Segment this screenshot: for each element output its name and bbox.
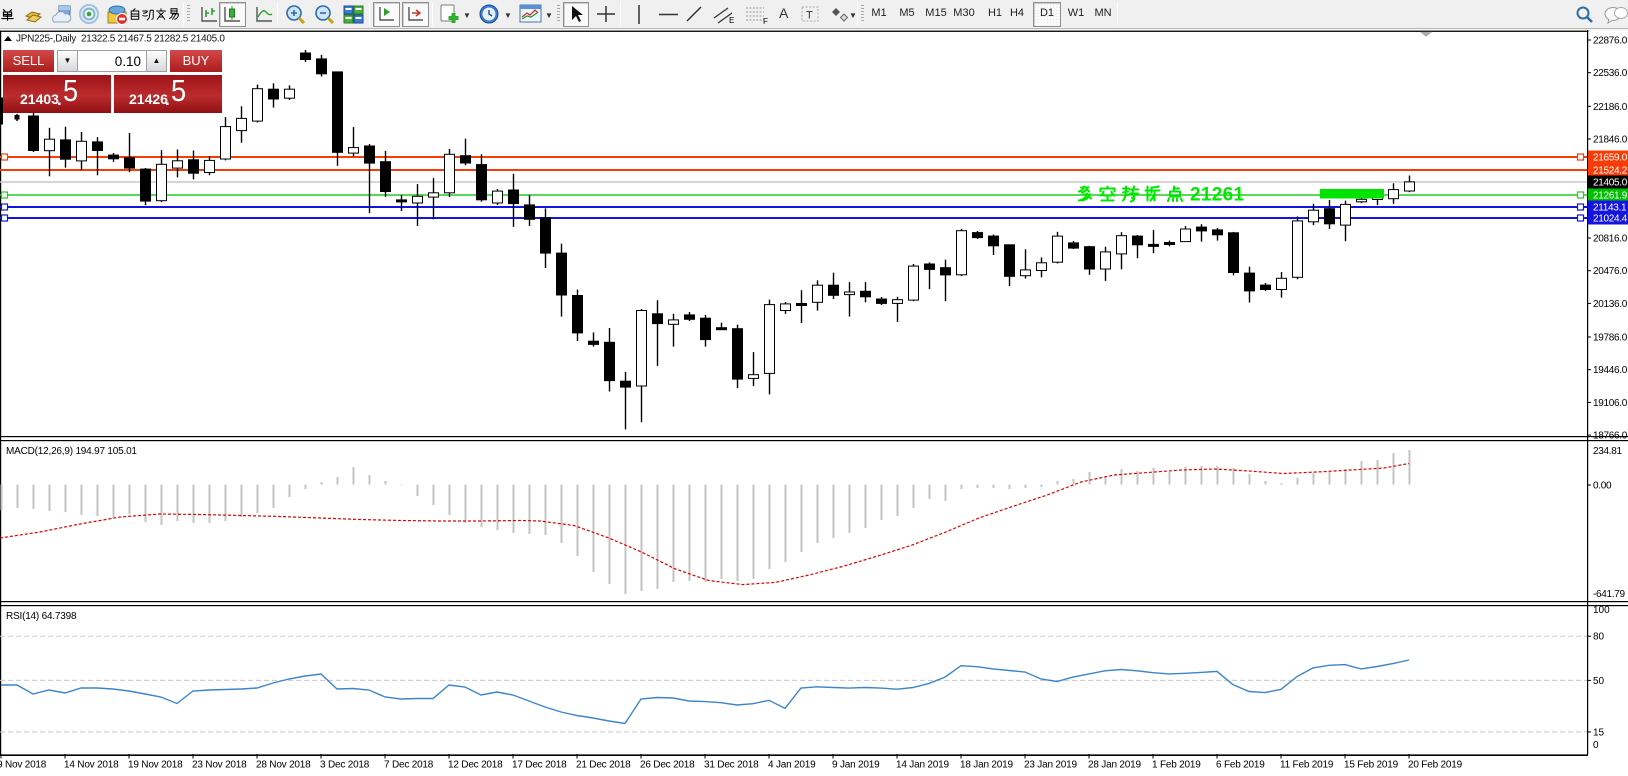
svg-text:80: 80 <box>1593 632 1605 643</box>
svg-text:100: 100 <box>1593 605 1610 616</box>
svg-text:17 Dec 2018: 17 Dec 2018 <box>512 760 567 771</box>
svg-text:18 Jan 2019: 18 Jan 2019 <box>960 760 1013 771</box>
svg-text:21524.2: 21524.2 <box>1593 166 1628 177</box>
svg-text:19106.0: 19106.0 <box>1593 398 1628 409</box>
svg-text:21024.4: 21024.4 <box>1593 214 1628 225</box>
svg-text:21261.9: 21261.9 <box>1593 191 1628 202</box>
svg-text:50: 50 <box>1593 676 1605 687</box>
svg-text:1 Feb 2019: 1 Feb 2019 <box>1152 760 1201 771</box>
svg-text:18766.0: 18766.0 <box>1593 431 1628 442</box>
svg-text:23 Nov 2018: 23 Nov 2018 <box>192 760 247 771</box>
svg-text:-641.79: -641.79 <box>1593 589 1626 600</box>
svg-text:T: T <box>806 10 813 22</box>
svg-text:19786.0: 19786.0 <box>1593 333 1628 344</box>
svg-text:21659.0: 21659.0 <box>1593 153 1628 164</box>
svg-text:19446.0: 19446.0 <box>1593 365 1628 376</box>
svg-text:234.81: 234.81 <box>1593 446 1623 457</box>
svg-text:31 Dec 2018: 31 Dec 2018 <box>704 760 759 771</box>
svg-text:14 Jan 2019: 14 Jan 2019 <box>896 760 949 771</box>
svg-text:20136.0: 20136.0 <box>1593 299 1628 310</box>
svg-text:15 Feb 2019: 15 Feb 2019 <box>1344 760 1399 771</box>
svg-text:F: F <box>763 17 768 25</box>
svg-text:20816.0: 20816.0 <box>1593 234 1628 245</box>
svg-text:20 Feb 2019: 20 Feb 2019 <box>1408 760 1463 771</box>
svg-text:MACD(12,26,9) 194.97 105.01: MACD(12,26,9) 194.97 105.01 <box>6 446 137 457</box>
svg-text:RSI(14) 64.7398: RSI(14) 64.7398 <box>6 611 77 622</box>
svg-text:21261: 21261 <box>1190 185 1244 206</box>
svg-text:21143.1: 21143.1 <box>1593 203 1627 214</box>
svg-text:22186.0: 22186.0 <box>1593 102 1628 113</box>
svg-text:15: 15 <box>1593 727 1605 738</box>
svg-text:21846.0: 21846.0 <box>1593 135 1628 146</box>
svg-text:4 Jan 2019: 4 Jan 2019 <box>768 760 816 771</box>
svg-text:9 Nov 2018: 9 Nov 2018 <box>0 760 47 771</box>
svg-text:19 Nov 2018: 19 Nov 2018 <box>128 760 183 771</box>
svg-text:22536.0: 22536.0 <box>1593 68 1628 79</box>
svg-text:0: 0 <box>1593 740 1599 751</box>
svg-text:7 Dec 2018: 7 Dec 2018 <box>384 760 434 771</box>
svg-text:21405.0: 21405.0 <box>1593 178 1628 189</box>
svg-text:6 Feb 2019: 6 Feb 2019 <box>1216 760 1265 771</box>
svg-text:21 Dec 2018: 21 Dec 2018 <box>576 760 631 771</box>
svg-text:22876.0: 22876.0 <box>1593 36 1628 47</box>
svg-text:9 Jan 2019: 9 Jan 2019 <box>832 760 880 771</box>
svg-text:JPN225-,Daily 21322.5 21467.5: JPN225-,Daily 21322.5 21467.5 21282.5 21… <box>16 34 225 45</box>
svg-text:14 Nov 2018: 14 Nov 2018 <box>64 760 119 771</box>
svg-text:20476.0: 20476.0 <box>1593 266 1628 277</box>
svg-text:0.00: 0.00 <box>1593 481 1612 492</box>
svg-text:28 Nov 2018: 28 Nov 2018 <box>256 760 311 771</box>
svg-text:E: E <box>729 16 734 25</box>
svg-text:28 Jan 2019: 28 Jan 2019 <box>1088 760 1141 771</box>
svg-text:26 Dec 2018: 26 Dec 2018 <box>640 760 695 771</box>
svg-text:23 Jan 2019: 23 Jan 2019 <box>1024 760 1077 771</box>
svg-text:11 Feb 2019: 11 Feb 2019 <box>1280 760 1334 771</box>
svg-text:12 Dec 2018: 12 Dec 2018 <box>448 760 503 771</box>
svg-text:3 Dec 2018: 3 Dec 2018 <box>320 760 370 771</box>
